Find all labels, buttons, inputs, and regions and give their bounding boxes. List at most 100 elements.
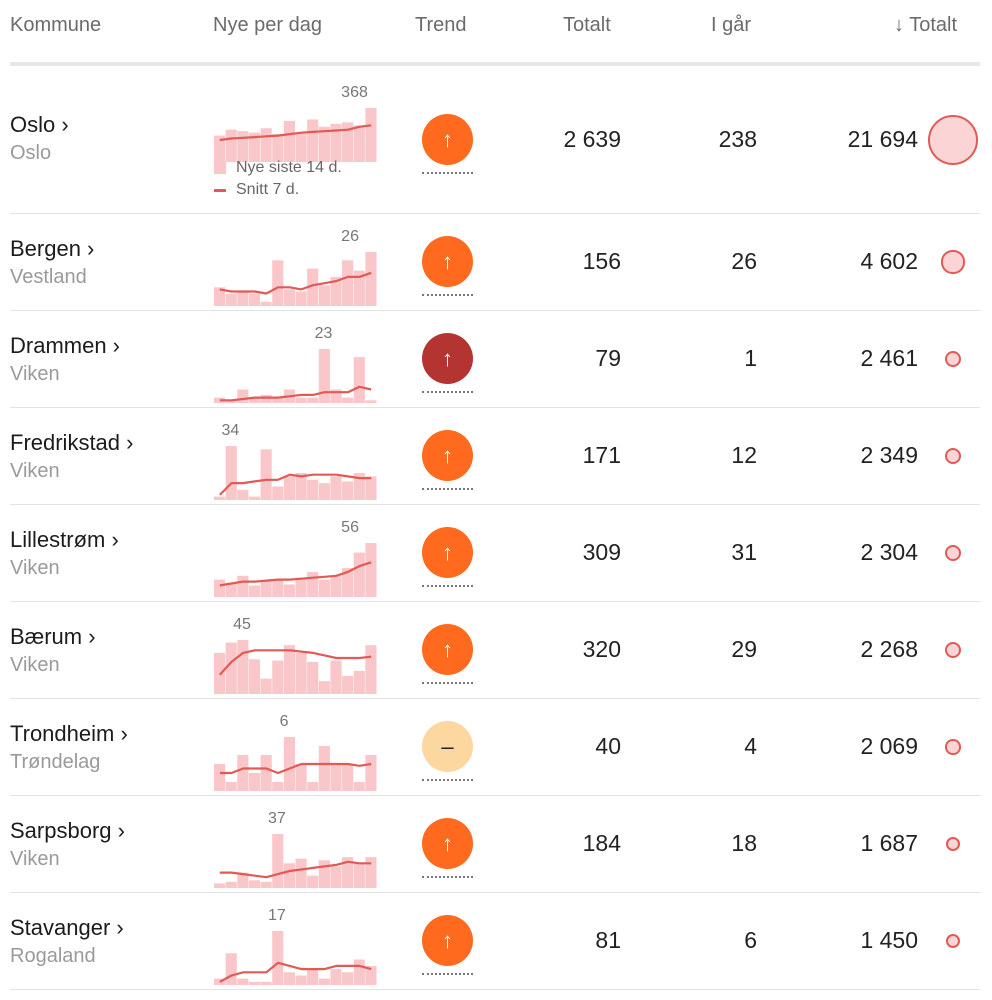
trend-flat-icon[interactable]: – (422, 721, 473, 772)
sparkline: 23 (210, 321, 380, 403)
trend-up-icon[interactable]: ↑ (422, 236, 473, 287)
municipality-link[interactable]: Trondheim › (10, 721, 128, 746)
i-gar-value: 29 (731, 636, 757, 662)
col-sorted-totalt-label: Totalt (909, 14, 958, 36)
table-row[interactable]: Oslo › Oslo 368 Nye siste 14 d. Snitt 7 d. ↑ 2… (0, 66, 992, 214)
municipality-link[interactable]: Stavanger › (10, 915, 124, 940)
sparkline: 6 (210, 709, 380, 791)
table-row[interactable]: Fredrikstad › Viken 34 ↑ 171 12 2 349 (0, 408, 992, 505)
sparkline-peak-label: 26 (341, 228, 359, 245)
trend-up-icon[interactable]: ↑ (422, 114, 473, 165)
sparkline-peak-label: 23 (314, 325, 333, 342)
row-divider (10, 892, 980, 893)
trend-up-icon[interactable]: ↑ (422, 430, 473, 481)
sparkline-bar (260, 678, 272, 694)
municipality-link[interactable]: Fredrikstad › (10, 430, 134, 455)
row-divider (10, 601, 980, 602)
table-row[interactable]: Bergen › Vestland 26 ↑ 156 26 4 602 (0, 214, 992, 311)
col-i-gar[interactable]: I går (711, 14, 752, 36)
i-gar-value: 6 (744, 927, 757, 953)
sparkline-bar (272, 486, 284, 500)
totalt-value: 320 (582, 636, 621, 662)
sparkline-peak-label: 56 (341, 519, 359, 536)
municipality-link[interactable]: Bærum › (10, 624, 96, 649)
table-row[interactable]: Trondheim › Trøndelag 6 – 40 4 2 069 (0, 699, 992, 796)
sparkline-bar (330, 389, 342, 403)
trend-up-icon[interactable]: ↑ (422, 915, 473, 966)
table-row[interactable]: Bærum › Viken 45 ↑ 320 29 2 268 (0, 602, 992, 699)
municipality-link[interactable]: Bergen › (10, 236, 95, 261)
col-totalt[interactable]: Totalt (563, 14, 611, 36)
sparkline-bar (330, 276, 342, 306)
sparkline-peak-label: 6 (279, 713, 289, 730)
trend-up-icon[interactable]: ↑ (422, 527, 473, 578)
municipality-link[interactable]: Sarpsborg › (10, 818, 125, 843)
sparkline-bar (318, 483, 330, 500)
sparkline-bar (342, 397, 354, 403)
sparkline-bar (318, 285, 330, 306)
sparkline-bar (295, 858, 307, 888)
table-row[interactable]: Stavanger › Rogaland 17 ↑ 81 6 1 450 (0, 893, 992, 990)
municipality-link[interactable]: Oslo › (10, 112, 69, 137)
trend-up-icon[interactable]: ↑ (422, 818, 473, 869)
sparkline-bar (342, 764, 354, 791)
sparkline-bar (330, 660, 342, 694)
col-kommune[interactable]: Kommune (10, 14, 102, 36)
sparkline-bar (295, 975, 307, 985)
sparkline-bar (365, 965, 377, 985)
table-row[interactable]: Lillestrøm › Viken 56 ↑ 309 31 2 304 (0, 505, 992, 602)
row-divider (10, 795, 980, 796)
sparkline-bar (283, 584, 295, 597)
trend-underline (422, 682, 473, 684)
sparkline-bar (214, 397, 226, 403)
sparkline: 17 (210, 903, 380, 985)
sparkline-bar (225, 953, 237, 985)
table-row[interactable]: Sarpsborg › Viken 37 ↑ 184 18 1 687 (0, 796, 992, 893)
total-bubble (941, 250, 965, 274)
sparkline-bar (330, 969, 342, 985)
trend-glyph: ↑ (442, 636, 453, 662)
sparkline-bar (248, 773, 261, 791)
total-cumulative-value: 4 602 (860, 248, 918, 274)
col-trend[interactable]: Trend (415, 14, 467, 36)
sparkline-bar (248, 397, 261, 403)
sparkline-bar (225, 400, 237, 403)
col-nye-per-dag[interactable]: Nye per dag (213, 14, 322, 36)
sparkline-bar (225, 293, 237, 306)
i-gar-value: 4 (744, 733, 757, 759)
sparkline-bar (225, 129, 237, 162)
trend-up-icon[interactable]: ↑ (422, 333, 473, 384)
sparkline-bar (330, 866, 342, 888)
sparkline-bar (365, 543, 377, 597)
sparkline-bar (353, 782, 365, 791)
county-label: Viken (10, 654, 60, 676)
sparkline-bar (272, 134, 284, 162)
sparkline: 34 (210, 418, 380, 500)
sparkline-bar (307, 268, 319, 306)
county-label: Rogaland (10, 945, 96, 967)
legend-item-line: Snitt 7 d. (214, 179, 342, 201)
row-divider (10, 407, 980, 408)
trend-underline (422, 779, 473, 781)
total-bubble (946, 934, 960, 948)
totalt-value: 2 639 (563, 126, 621, 152)
sparkline-bar (225, 881, 237, 888)
col-sort-totalt[interactable]: ↓ Totalt (894, 14, 957, 37)
trend-up-icon[interactable]: ↑ (422, 624, 473, 675)
table-row[interactable]: Drammen › Viken 23 ↑ 79 1 2 461 (0, 311, 992, 408)
sparkline-bar (330, 764, 342, 791)
sparkline-bar (272, 834, 284, 888)
municipality-link[interactable]: Drammen › (10, 333, 121, 358)
sparkline-bar (307, 119, 319, 162)
sparkline-average-line (219, 860, 372, 879)
total-cumulative-value: 21 694 (847, 126, 918, 152)
sparkline-bar (295, 764, 307, 791)
municipality-link[interactable]: Lillestrøm › (10, 527, 119, 552)
sort-down-icon: ↓ (894, 14, 904, 36)
sparkline: 56 (210, 515, 380, 597)
total-cumulative-value: 1 687 (860, 830, 918, 856)
sparkline-bar (353, 270, 365, 306)
sparkline-bar (353, 552, 365, 597)
legend-item-bars: Nye siste 14 d. (214, 157, 342, 179)
totalt-value: 171 (582, 442, 621, 468)
